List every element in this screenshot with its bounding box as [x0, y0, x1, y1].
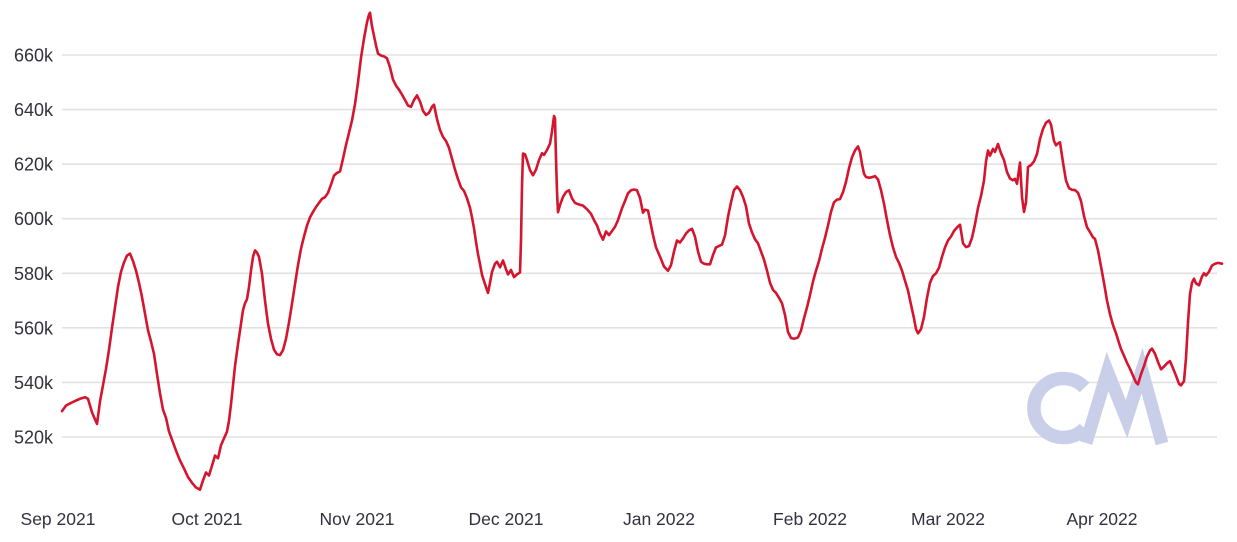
x-tick-label: Dec 2021 [469, 509, 544, 529]
series-line[interactable] [60, 11, 1224, 491]
y-tick-label: 640k [14, 100, 54, 120]
y-tick-label: 660k [14, 46, 54, 66]
x-tick-label: Nov 2021 [320, 509, 395, 529]
x-tick-label: Jan 2022 [623, 509, 695, 529]
y-tick-label: 540k [14, 373, 54, 393]
y-tick-label: 560k [14, 318, 54, 338]
y-tick-label: 580k [14, 264, 54, 284]
y-tick-label: 620k [14, 155, 54, 175]
x-tick-label: Sep 2021 [21, 509, 96, 529]
x-tick-label: Feb 2022 [773, 509, 847, 529]
x-tick-label: Apr 2022 [1066, 509, 1137, 529]
watermark-logo-c [1027, 371, 1090, 445]
y-tick-label: 600k [14, 209, 54, 229]
y-tick-label: 520k [14, 428, 54, 448]
watermark-logo-m [1079, 347, 1169, 446]
x-tick-label: Oct 2021 [171, 509, 242, 529]
x-tick-label: Mar 2022 [911, 509, 985, 529]
